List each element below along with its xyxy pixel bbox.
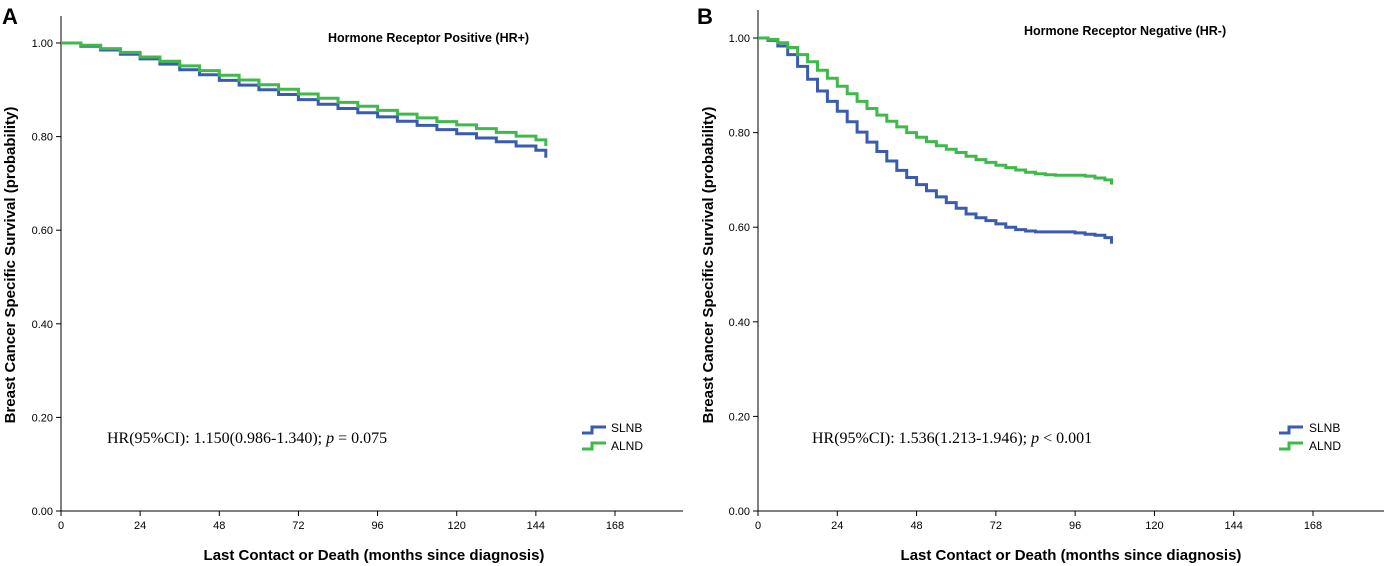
panel-a-series-alnd-line <box>61 41 548 146</box>
panel-a-x-tick-label: 72 <box>292 520 304 532</box>
panel-a-x-ticks: 0 24 48 72 96 120 144 168 <box>58 511 624 532</box>
panel-b-y-ticks: 0.00 0.20 0.40 0.60 0.80 1.00 <box>729 33 758 518</box>
panel-b-hr-suffix: < 0.001 <box>1039 430 1092 447</box>
panel-a-legend-swatch-slnb <box>582 425 606 435</box>
panel-a-x-tick-label: 48 <box>213 520 225 532</box>
panel-a-title: Hormone Receptor Positive (HR+) <box>328 31 529 45</box>
panel-a-y-tick-label: 0.00 <box>32 506 53 518</box>
panel-b: B Hormone Receptor Negative (HR-) Breast… <box>697 4 1384 564</box>
panel-b-x-ticks: 0 24 48 72 96 120 144 168 <box>755 511 1322 532</box>
panel-a-x-tick-label: 120 <box>448 520 466 532</box>
panel-b-x-axis-title: Last Contact or Death (months since diag… <box>901 547 1242 564</box>
panel-a-y-tick-label: 0.80 <box>32 132 53 144</box>
panel-a-x-tick-label: 144 <box>527 520 545 532</box>
panel-b-title: Hormone Receptor Negative (HR-) <box>1024 24 1226 38</box>
panel-b-legend-swatch-alnd <box>1279 441 1303 451</box>
panel-a-x-tick-label: 0 <box>58 520 64 532</box>
panel-a-legend-label-slnb: SLNB <box>611 421 642 435</box>
panel-a-hr-p-symbol: p <box>325 430 334 447</box>
panel-b-y-tick-label: 0.60 <box>729 222 750 234</box>
panel-b-hr-prefix: HR(95%CI): 1.536(1.213-1.946); <box>812 430 1031 447</box>
panel-b-x-tick-label: 0 <box>755 520 761 532</box>
panel-a-x-axis-title: Last Contact or Death (months since diag… <box>204 547 545 564</box>
panel-b-legend: SLNB ALND <box>1279 421 1341 453</box>
panel-b-y-tick-label: 0.80 <box>729 128 750 140</box>
panel-a-legend-label-alnd: ALND <box>611 439 643 453</box>
panel-a-y-axis-title: Breast Cancer Specific Survival (probabi… <box>2 107 19 424</box>
panel-b-x-tick-label: 120 <box>1145 520 1163 532</box>
panel-b-x-tick-label: 48 <box>910 520 922 532</box>
panel-a-x-tick-label: 96 <box>371 520 383 532</box>
panel-b-hr-annotation: HR(95%CI): 1.536(1.213-1.946); p < 0.001 <box>812 430 1092 447</box>
panel-a-hr-prefix: HR(95%CI): 1.150(0.986-1.340); <box>107 430 326 447</box>
panel-a-x-tick-label: 168 <box>606 520 624 532</box>
panel-a-y-tick-label: 0.40 <box>32 319 53 331</box>
panel-b-series-alnd-line <box>758 36 1113 185</box>
panel-b-legend-label-slnb: SLNB <box>1309 421 1340 435</box>
panel-b-series <box>758 36 1113 244</box>
panel-a-series <box>61 41 548 158</box>
panel-b-y-tick-label: 0.40 <box>729 317 750 329</box>
panel-a-y-tick-label: 1.00 <box>32 38 53 50</box>
panel-b-letter: B <box>697 4 713 29</box>
panel-b-series-slnb-line <box>758 36 1113 244</box>
panel-b-x-tick-label: 168 <box>1304 520 1322 532</box>
panel-a-y-tick-label: 0.60 <box>32 225 53 237</box>
panel-a-hr-annotation: HR(95%CI): 1.150(0.986-1.340); p = 0.075 <box>107 430 387 447</box>
panel-a-legend: SLNB ALND <box>582 421 643 453</box>
panel-b-y-tick-label: 1.00 <box>729 33 750 45</box>
panel-b-y-tick-label: 0.20 <box>729 411 750 423</box>
panel-b-y-axis-title: Breast Cancer Specific Survival (probabi… <box>700 107 717 424</box>
panel-b-x-tick-label: 96 <box>1069 520 1081 532</box>
panel-a-legend-swatch-alnd <box>582 441 606 451</box>
panel-b-y-tick-label: 0.00 <box>729 506 750 518</box>
panel-a-letter: A <box>2 4 18 29</box>
panel-a-hr-suffix: = 0.075 <box>334 430 387 447</box>
panel-b-legend-swatch-slnb <box>1279 425 1303 435</box>
panel-a-series-slnb-line <box>61 41 548 158</box>
panel-a-x-tick-label: 24 <box>134 520 146 532</box>
panel-a: A Hormone Receptor Positive (HR+) Breast… <box>2 4 683 564</box>
panel-a-y-ticks: 0.00 0.20 0.40 0.60 0.80 1.00 <box>32 38 61 518</box>
panel-b-x-tick-label: 24 <box>831 520 843 532</box>
panel-b-hr-p-symbol: p <box>1030 430 1039 447</box>
panel-b-x-tick-label: 72 <box>990 520 1002 532</box>
panel-b-x-tick-label: 144 <box>1225 520 1243 532</box>
panel-b-legend-label-alnd: ALND <box>1309 439 1341 453</box>
panel-a-y-tick-label: 0.20 <box>32 412 53 424</box>
